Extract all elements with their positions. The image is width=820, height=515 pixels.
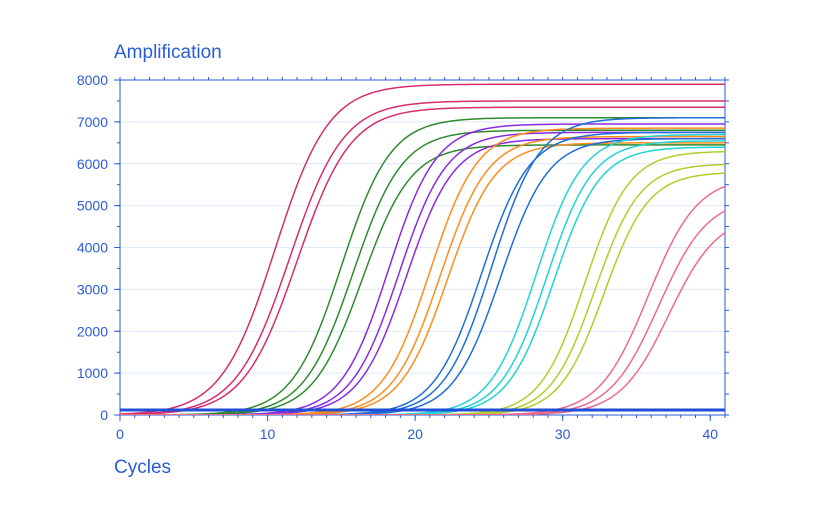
y-tick-label: 1000 — [77, 365, 108, 381]
y-tick-label: 8000 — [77, 72, 108, 88]
amplification-chart: 0 1000 2000 3000 4000 5000 6000 7000 8000 0 10 20 30… — [0, 0, 820, 515]
y-tick-label: 0 — [100, 407, 108, 423]
x-tick-label: 10 — [260, 426, 276, 442]
chart-title: Amplification — [114, 42, 222, 63]
y-tick-label: 7000 — [77, 114, 108, 130]
x-tick-label: 30 — [555, 426, 571, 442]
y-tick-label: 2000 — [77, 323, 108, 339]
y-tick-label: 6000 — [77, 156, 108, 172]
y-tick-label: 4000 — [77, 240, 108, 256]
chart-svg: 0 1000 2000 3000 4000 5000 6000 7000 8000 0 10 20 30… — [0, 0, 820, 515]
x-axis-title: Cycles — [114, 457, 171, 478]
x-tick-label: 20 — [407, 426, 423, 442]
x-tick-label: 40 — [702, 426, 718, 442]
x-tick-label: 0 — [116, 426, 124, 442]
y-tick-label: 5000 — [77, 198, 108, 214]
y-tick-label: 3000 — [77, 281, 108, 297]
